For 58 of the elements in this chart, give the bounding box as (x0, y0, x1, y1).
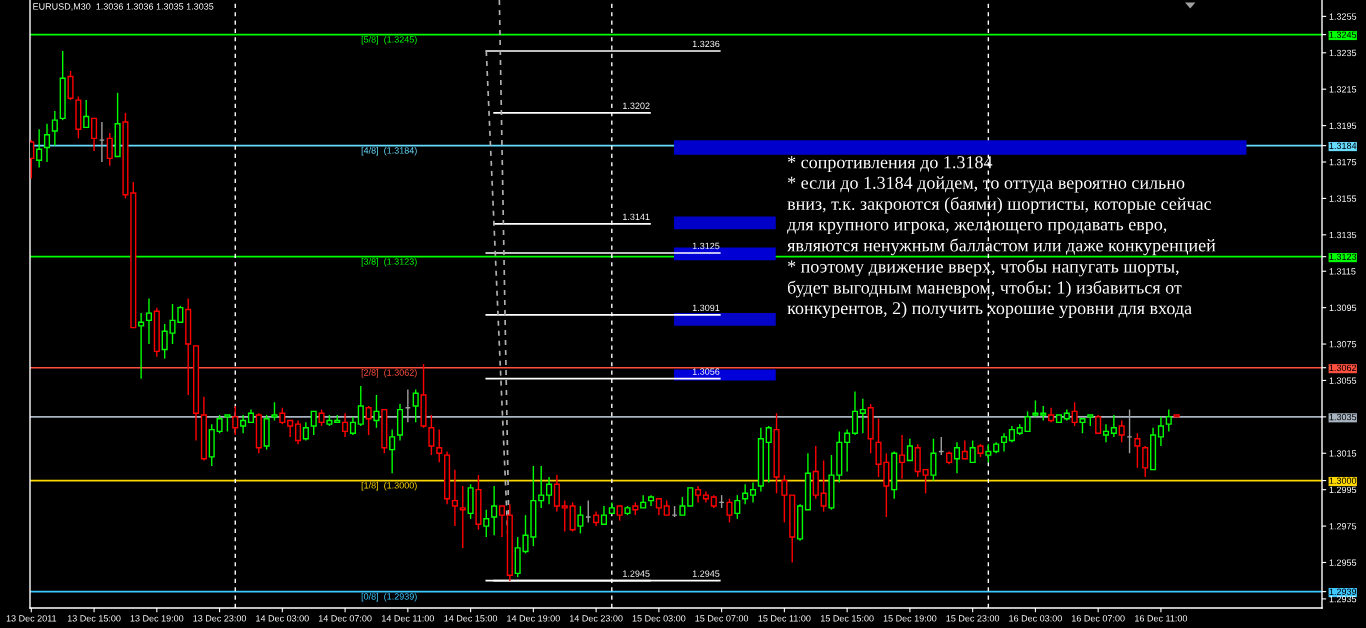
x-tick-label: 14 Dec 15:00 (444, 615, 498, 622)
annotation: * сопротивления до 1.3184 * если до 1.3184 дойдем, то оттуда вероятно сильно вниз, т.к. закроются (баями) шортисты, которые сейчас для крупного игрока, желающего продавать евро, являются ненужным балластом или даже конкуренцией * поэтому движение вверх, чтобы напугать шорты, будет выгодным маневром, чтобы: 1) избавиться от конкурентов, 2) получить хорошие уровни для входа (787, 156, 1216, 318)
x-tick-label: 13 Dec 2011 (6, 615, 57, 622)
x-tick-label: 16 Dec 11:00 (1135, 615, 1188, 622)
y-tick-label: 1.3035 (1329, 413, 1357, 421)
y-tick-label: 1.3255 (1329, 13, 1357, 20)
y-tick-label: 1.3115 (1329, 268, 1356, 275)
y-tick-label: 1.2955 (1329, 559, 1357, 566)
y-tick-label: 1.3075 (1329, 341, 1357, 348)
y-tick-label: 1.3000 (1329, 477, 1357, 484)
annotation: 1.3125 (692, 242, 720, 250)
ref-line-label: [1/8] (1.3000) (361, 481, 417, 491)
y-tick-label: 1.3095 (1329, 304, 1357, 311)
y-tick-label: 1.3245 (1329, 31, 1357, 38)
ref-line-label: [4/8] (1.3184) (361, 147, 417, 156)
x-tick-label: 14 Dec 07:00 (318, 615, 372, 622)
y-tick-label: 1.2975 (1329, 523, 1357, 530)
y-tick-label: 1.2939 (1329, 588, 1357, 595)
y-tick-label: 1.3155 (1329, 195, 1357, 202)
y-tick-label: 1.3135 (1329, 231, 1357, 239)
x-tick-label: 15 Dec 07:00 (695, 615, 749, 622)
x-tick-label: 15 Dec 03:00 (632, 615, 686, 622)
y-tick-label: 1.2995 (1329, 486, 1357, 494)
annotation: 1.3236 (692, 40, 720, 48)
x-tick-label: 16 Dec 07:00 (1072, 615, 1125, 622)
annotation: 1.2945 (623, 570, 650, 577)
annotation: 1.3056 (692, 368, 720, 375)
annotation: 1.3141 (623, 213, 650, 221)
y-tick-label: 1.3215 (1329, 86, 1357, 93)
ref-line-label: [2/8] (1.3062) (361, 369, 417, 378)
y-tick-label: 1.3062 (1329, 364, 1357, 372)
x-tick-label: 15 Dec 23:00 (946, 615, 1000, 622)
x-tick-label: 15 Dec 15:00 (820, 615, 874, 622)
x-tick-label: 14 Dec 19:00 (507, 615, 560, 622)
annotation: 1.3091 (692, 304, 720, 312)
y-tick-label: 1.3184 (1329, 142, 1357, 149)
y-tick-label: 1.3015 (1329, 450, 1357, 457)
x-tick-label: 16 Dec 03:00 (1009, 615, 1062, 622)
x-tick-label: 14 Dec 23:00 (569, 615, 623, 622)
x-tick-label: 13 Dec 15:00 (67, 615, 121, 622)
annotation: 1.3202 (623, 102, 650, 109)
x-tick-label: 15 Dec 19:00 (883, 615, 937, 622)
x-tick-label: 15 Dec 11:00 (758, 615, 811, 622)
x-tick-label: 14 Dec 03:00 (256, 615, 309, 622)
ref-line-label: [5/8] (1.3245) (361, 35, 417, 45)
chart-title: EURUSD,M30 1.3036 1.3036 1.3035 1.3035 (33, 3, 214, 11)
y-tick-label: 1.2935 (1329, 595, 1357, 603)
y-tick-label: 1.3055 (1329, 377, 1357, 384)
y-tick-label: 1.3235 (1329, 49, 1357, 57)
y-tick-label: 1.3123 (1329, 253, 1357, 261)
y-tick-label: 1.3175 (1329, 158, 1357, 166)
annotation: 1.2945 (692, 570, 720, 577)
x-tick-label: 13 Dec 19:00 (130, 615, 184, 622)
y-tick-label: 1.3195 (1329, 122, 1357, 129)
ref-line-label: [0/8] (1.2939) (361, 593, 417, 602)
x-tick-label: 14 Dec 11:00 (382, 615, 435, 622)
ref-line-label: [3/8] (1.3123) (361, 258, 417, 267)
x-tick-label: 13 Dec 23:00 (193, 615, 247, 622)
